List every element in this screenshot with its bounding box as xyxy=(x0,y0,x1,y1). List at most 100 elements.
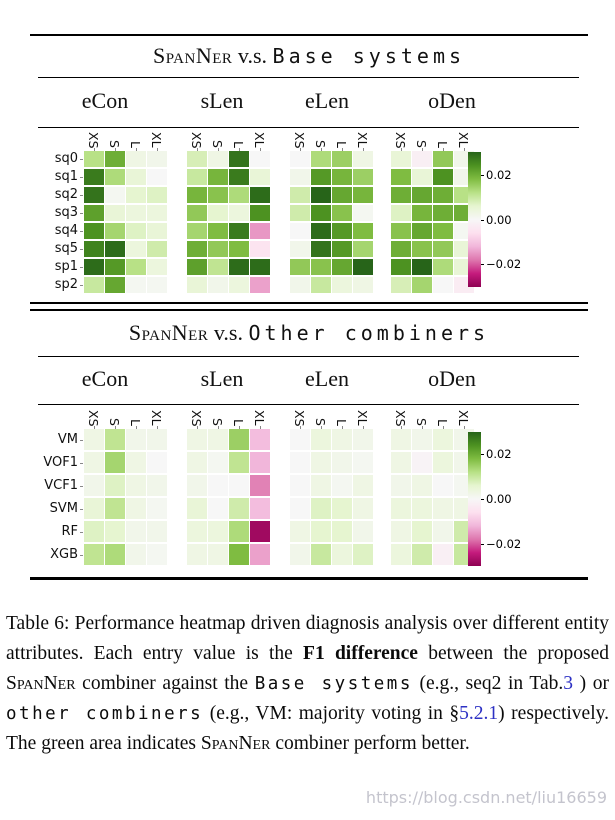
heatmap-cell xyxy=(126,521,146,542)
axis-tick xyxy=(94,426,95,429)
heatmap-cell xyxy=(147,498,167,519)
ref-link[interactable]: 5.2.1 xyxy=(459,702,499,724)
col-label: L xyxy=(231,141,246,148)
row-label: VOF1 xyxy=(43,454,78,470)
axis-tick xyxy=(80,485,83,487)
ref-link[interactable]: 3 xyxy=(563,672,573,694)
heatmap-cell xyxy=(433,475,453,496)
group-header-oden: oDen xyxy=(428,366,476,391)
heatmap-cell xyxy=(311,169,331,185)
heatmap-cell xyxy=(84,544,104,565)
col-label: L xyxy=(334,419,349,426)
axis-tick xyxy=(422,426,423,429)
heatmap-cell xyxy=(412,223,432,239)
heatmap-cell xyxy=(187,544,207,565)
colorbar: 0.02 0.00 −0.02 xyxy=(468,152,521,287)
heatmap-cell xyxy=(332,187,352,203)
heatmap-cell xyxy=(126,223,146,239)
heatmap-cell xyxy=(229,498,249,519)
heatmap-cell xyxy=(290,151,310,167)
col-label: XS xyxy=(393,131,408,149)
axis-tick xyxy=(218,148,219,151)
heatmap-cell xyxy=(126,169,146,185)
col-label: L xyxy=(128,419,143,426)
heatmap-block-sLen xyxy=(187,151,270,293)
caption-segment: between the proposed xyxy=(417,642,609,664)
heatmap-cell xyxy=(229,452,249,473)
col-label: XL xyxy=(456,132,471,148)
col-label: L xyxy=(128,141,143,148)
heatmap-cell xyxy=(311,223,331,239)
heatmap-cell xyxy=(250,277,270,293)
heatmap-cell xyxy=(391,544,411,565)
axis-tick xyxy=(94,148,95,151)
table2-bottom-rule xyxy=(30,577,588,580)
heatmap-cell xyxy=(147,475,167,496)
heatmap-cell xyxy=(412,187,432,203)
heatmap-cell xyxy=(290,452,310,473)
col-label: S xyxy=(107,140,122,148)
heatmap-cell xyxy=(147,452,167,473)
heatmap-cell xyxy=(229,475,249,496)
col-label: XL xyxy=(252,132,267,148)
divider xyxy=(38,127,579,128)
heatmap-cell xyxy=(126,259,146,275)
row-label: sq1 xyxy=(54,169,78,184)
heatmap-cell xyxy=(84,151,104,167)
row-label: sp2 xyxy=(54,277,78,292)
heatmap-cell xyxy=(147,223,167,239)
heatmap-cell xyxy=(208,521,228,542)
heatmap-cell xyxy=(412,498,432,519)
heatmap-cell xyxy=(250,259,270,275)
heatmap-cell xyxy=(391,521,411,542)
heatmap-cell xyxy=(147,187,167,203)
heatmap-cell xyxy=(412,205,432,221)
divider xyxy=(38,77,579,78)
heatmap-cell xyxy=(229,259,249,275)
heatmap-block-eLen xyxy=(290,429,373,565)
heatmap-cell xyxy=(250,151,270,167)
heatmap-cell xyxy=(332,429,352,450)
heatmap-cell xyxy=(332,544,352,565)
heatmap-cell xyxy=(250,223,270,239)
heatmap-cell xyxy=(391,277,411,293)
heatmap-cell xyxy=(187,259,207,275)
heatmap-cell xyxy=(126,475,146,496)
caption-segment: Base systems xyxy=(254,673,413,694)
heatmap-cell xyxy=(391,151,411,167)
watermark: https://blog.csdn.net/liu16659 xyxy=(365,788,607,807)
heatmap-cell xyxy=(433,151,453,167)
divider xyxy=(38,404,579,405)
heatmap-block-eLen xyxy=(290,151,373,293)
comparison-name: Base systems xyxy=(272,44,466,68)
axis-tick xyxy=(239,148,240,151)
axis-tick xyxy=(197,426,198,429)
heatmap-cell xyxy=(84,259,104,275)
heatmap-cell xyxy=(353,452,373,473)
group-header-econ: eCon xyxy=(81,366,129,391)
axis-tick xyxy=(401,426,402,429)
heatmap-cell xyxy=(84,205,104,221)
axis-tick xyxy=(260,148,261,151)
heatmap-cell xyxy=(290,277,310,293)
heatmap-cell xyxy=(229,169,249,185)
heatmap-cell xyxy=(433,187,453,203)
axis-tick xyxy=(80,249,83,250)
heatmap-cell xyxy=(412,429,432,450)
axis-tick xyxy=(401,148,402,151)
heatmap-cell xyxy=(332,151,352,167)
axis-tick xyxy=(80,213,83,214)
caption-segment: combiner perform better. xyxy=(270,732,470,754)
row-label: VCF1 xyxy=(44,477,78,493)
heatmap-cell xyxy=(433,544,453,565)
heatmap-cell xyxy=(332,205,352,221)
heatmap-cell xyxy=(126,544,146,565)
heatmap-cell xyxy=(105,498,125,519)
heatmap-block-eCon xyxy=(84,429,167,565)
heatmap-cell xyxy=(332,169,352,185)
heatmap-cell xyxy=(332,452,352,473)
heatmap-cell xyxy=(229,223,249,239)
heatmap-cell xyxy=(229,241,249,257)
axis-tick xyxy=(80,439,83,441)
heatmap-cell xyxy=(250,429,270,450)
